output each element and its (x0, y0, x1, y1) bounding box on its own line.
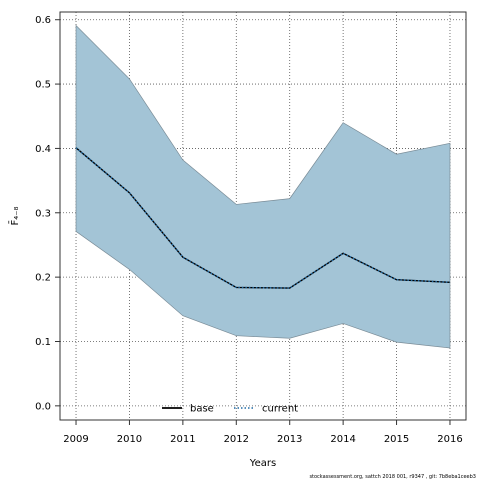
x-axis-label: Years (249, 458, 276, 469)
x-tick-label: 2011 (170, 434, 195, 445)
y-tick-label: 0.3 (35, 208, 51, 219)
x-tick-label: 2012 (224, 434, 249, 445)
footer-note: stockassessment.org, sattch 2018 001, r9… (309, 474, 476, 480)
confidence-band (75, 24, 451, 349)
x-tick-label: 2016 (437, 434, 462, 445)
y-tick-label: 0.2 (35, 273, 51, 284)
series-line-current (75, 147, 451, 289)
y-tick-label: 0.6 (35, 15, 51, 26)
plot-frame (59, 11, 467, 421)
y-axis-label: F̄₄₋₈ (8, 206, 21, 225)
x-tick-label: 2014 (330, 434, 355, 445)
x-tick-label: 2013 (277, 434, 302, 445)
x-tick-label: 2015 (384, 434, 409, 445)
x-tick-label: 2010 (117, 434, 142, 445)
y-tick-label: 0.1 (35, 337, 51, 348)
legend-label-base: base (190, 404, 214, 415)
y-tick-label: 0.5 (35, 80, 51, 91)
legend-label-current: current (262, 404, 298, 415)
y-tick-label: 0.0 (35, 401, 51, 412)
y-tick-label: 0.4 (35, 144, 51, 155)
x-tick-label: 2009 (63, 434, 88, 445)
legend: base current (162, 404, 298, 415)
axes: 0.0 0.1 0.2 0.3 0.4 0.5 0.6 2009 2010 2011 2012 201… (35, 15, 463, 445)
